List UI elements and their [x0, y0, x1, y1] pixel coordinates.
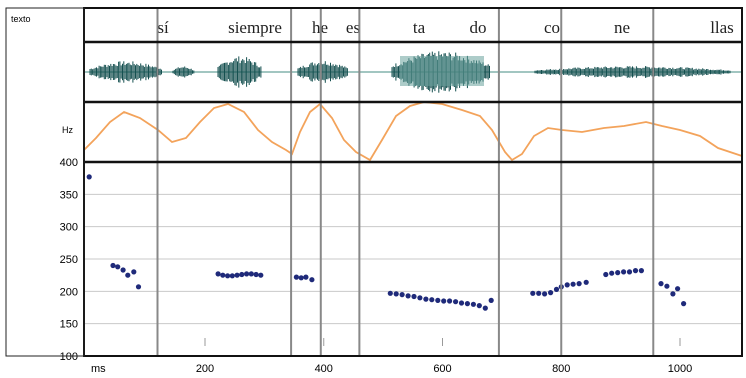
f0-point [258, 272, 264, 278]
f0-point [298, 275, 304, 281]
f0-point [110, 262, 116, 269]
x-axis-ticks: 200 400 600 800 1000 [196, 338, 692, 375]
f0-points [86, 174, 687, 311]
f0-point [125, 272, 131, 278]
f0-point [488, 297, 494, 303]
y-tick-label: 150 [60, 319, 78, 331]
tier-label: texto [11, 14, 31, 24]
f0-point [293, 274, 299, 280]
f0-point [411, 293, 417, 300]
f0-point [615, 270, 621, 276]
f0-point [417, 295, 423, 301]
f0-point [675, 286, 681, 292]
f0-point [626, 269, 633, 275]
label-column-frame [5, 7, 85, 357]
f0-point [229, 273, 235, 279]
syllable-label: siempre [228, 18, 282, 37]
f0-point [470, 301, 476, 307]
syllable-boundaries [156, 8, 655, 356]
x-tick-label: 1000 [668, 363, 692, 375]
f0-point [458, 300, 465, 306]
f0-point [576, 281, 582, 287]
y-tick-label: 400 [60, 157, 78, 169]
f0-point [664, 283, 670, 289]
y-tick-label: 300 [60, 222, 78, 234]
f0-point [621, 269, 627, 275]
syllable-label: es [346, 18, 360, 37]
f0-point [234, 272, 240, 278]
f0-point [215, 271, 221, 277]
f0-point [681, 301, 687, 307]
text-tier-panel: texto sísiempreheestadoconellas [11, 14, 734, 37]
f0-point [670, 291, 676, 297]
f0-point [564, 282, 570, 288]
x-tick-label: 600 [433, 363, 451, 375]
f0-point [239, 271, 245, 278]
f0-point [536, 290, 542, 296]
y-tick-label: 200 [60, 286, 78, 298]
f0-point [542, 291, 548, 297]
x-tick-label: 800 [552, 363, 570, 375]
f0-point [476, 303, 482, 309]
f0-point [248, 271, 254, 277]
syllable-label: sí [157, 18, 169, 37]
f0-point [548, 290, 554, 296]
f0-point [658, 281, 664, 287]
f0-point [609, 270, 615, 276]
f0-point [447, 298, 453, 304]
f0-point [530, 290, 536, 296]
f0-point [435, 297, 441, 303]
syllable-label: do [470, 18, 487, 37]
f0-point [253, 271, 259, 278]
y-axis-ticks: 100 150 200 250 300 350 400 [60, 157, 78, 363]
waveform-panel [84, 51, 742, 93]
f0-point [387, 290, 393, 296]
f0-point [583, 279, 589, 285]
f0-point [309, 277, 315, 283]
panel-frames [5, 7, 743, 357]
f0-point [638, 268, 645, 274]
f0-point [482, 305, 488, 311]
f0-scatter-plot: 100 150 200 250 300 350 400 200 400 600 800 1000 m… [60, 157, 742, 375]
hz-label: Hz [62, 125, 73, 135]
y-tick-label: 350 [60, 189, 78, 201]
f0-point [115, 264, 121, 270]
f0-point [303, 274, 309, 280]
pitch-contour-line [83, 101, 743, 162]
f0-point [603, 271, 609, 278]
f0-point [244, 271, 250, 277]
pitch-curve-panel: Hz [62, 101, 743, 162]
waveform-highlight [400, 56, 484, 86]
x-axis-label: ms [91, 363, 106, 375]
f0-point [393, 291, 399, 297]
f0-point [570, 281, 576, 287]
f0-point [453, 299, 459, 305]
syllable-labels: sísiempreheestadoconellas [157, 18, 733, 37]
syllable-label: ta [413, 18, 426, 37]
f0-point [120, 267, 126, 273]
f0-point [399, 292, 405, 298]
gridlines [84, 193, 742, 325]
f0-point [441, 298, 447, 304]
f0-point [464, 301, 470, 307]
f0-point [135, 284, 142, 290]
f0-point [131, 269, 137, 275]
f0-point [225, 273, 231, 279]
syllable-label: co [544, 18, 560, 37]
y-tick-label: 250 [60, 254, 78, 266]
f0-point [553, 286, 560, 292]
f0-point [429, 297, 435, 303]
x-tick-label: 400 [315, 363, 333, 375]
f0-point [405, 293, 411, 299]
f0-point [423, 296, 429, 302]
syllable-label: ne [614, 18, 630, 37]
f0-point [220, 272, 226, 278]
f0-point [86, 174, 92, 180]
y-tick-label: 100 [60, 351, 78, 363]
syllable-label: llas [710, 18, 734, 37]
f0-point [632, 268, 639, 274]
x-tick-label: 200 [196, 363, 214, 375]
